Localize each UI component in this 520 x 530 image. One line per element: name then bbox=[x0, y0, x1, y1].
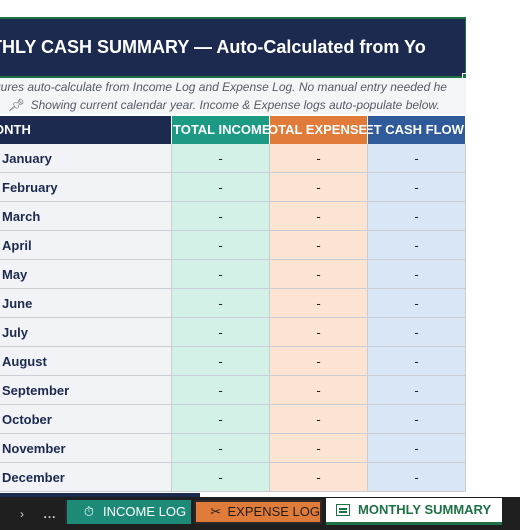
income-cell[interactable]: - bbox=[172, 260, 270, 289]
net-cell[interactable]: - bbox=[368, 347, 466, 376]
table-row: June - - - bbox=[0, 289, 466, 318]
expense-cell[interactable]: - bbox=[270, 231, 368, 260]
income-cell[interactable]: - bbox=[172, 144, 270, 173]
table-row: January - - - bbox=[0, 144, 466, 173]
income-cell[interactable]: - bbox=[172, 347, 270, 376]
expense-cell[interactable]: - bbox=[270, 434, 368, 463]
net-cell[interactable]: - bbox=[368, 260, 466, 289]
note-cell-2[interactable]: 📌︎ Showing current calendar year. Income… bbox=[0, 96, 466, 114]
tab-expense-label: EXPENSE LOG bbox=[227, 504, 320, 519]
month-cell[interactable]: August bbox=[0, 347, 172, 376]
month-rows: January - - - February - - - March - - - April - - -… bbox=[0, 144, 466, 492]
net-cell[interactable]: - bbox=[368, 318, 466, 347]
pin-icon: 📌︎ bbox=[8, 98, 24, 112]
note-text-1: gures auto-calculate from Income Log and… bbox=[0, 80, 447, 94]
header-total-expense[interactable]: OTAL EXPENSE bbox=[270, 116, 368, 144]
sheet-title-cell[interactable]: THLY CASH SUMMARY — Auto-Calculated from… bbox=[0, 17, 467, 78]
income-cell[interactable]: - bbox=[172, 405, 270, 434]
table-row: October - - - bbox=[0, 405, 466, 434]
right-blank-area bbox=[466, 0, 520, 497]
header-month[interactable]: ONTH bbox=[0, 116, 172, 144]
expense-cell[interactable]: - bbox=[270, 202, 368, 231]
month-cell[interactable]: November bbox=[0, 434, 172, 463]
expense-cell[interactable]: - bbox=[270, 260, 368, 289]
expense-cell[interactable]: - bbox=[270, 318, 368, 347]
tab-expense-log[interactable]: ✂︎ EXPENSE LOG bbox=[194, 500, 322, 524]
header-expense-label: OTAL EXPENSE bbox=[270, 122, 368, 137]
tab-income-label: INCOME LOG bbox=[103, 504, 187, 519]
spreadsheet-grid: THLY CASH SUMMARY — Auto-Calculated from… bbox=[0, 0, 520, 497]
month-cell[interactable]: July bbox=[0, 318, 172, 347]
table-row: April - - - bbox=[0, 231, 466, 260]
expense-cell[interactable]: - bbox=[270, 463, 368, 492]
income-cell[interactable]: - bbox=[172, 289, 270, 318]
header-net-cash-flow[interactable]: ET CASH FLOW bbox=[368, 116, 466, 144]
income-cell[interactable]: - bbox=[172, 173, 270, 202]
net-cell[interactable]: - bbox=[368, 231, 466, 260]
income-cell[interactable]: - bbox=[172, 318, 270, 347]
note-text-2: Showing current calendar year. Income & … bbox=[30, 98, 440, 112]
table-row: August - - - bbox=[0, 347, 466, 376]
expense-cell[interactable]: - bbox=[270, 144, 368, 173]
month-cell[interactable]: March bbox=[0, 202, 172, 231]
income-cell[interactable]: - bbox=[172, 376, 270, 405]
expense-cell[interactable]: - bbox=[270, 347, 368, 376]
month-cell[interactable]: December bbox=[0, 463, 172, 492]
table-row: November - - - bbox=[0, 434, 466, 463]
month-cell[interactable]: June bbox=[0, 289, 172, 318]
net-cell[interactable]: - bbox=[368, 434, 466, 463]
net-cell[interactable]: - bbox=[368, 173, 466, 202]
table-row: March - - - bbox=[0, 202, 466, 231]
receipt-icon: ✂︎ bbox=[210, 504, 222, 519]
sheet-title: THLY CASH SUMMARY — Auto-Calculated from… bbox=[0, 37, 426, 57]
net-cell[interactable]: - bbox=[368, 376, 466, 405]
table-row: February - - - bbox=[0, 173, 466, 202]
table-row: May - - - bbox=[0, 260, 466, 289]
tab-monthly-label: MONTHLY SUMMARY bbox=[358, 502, 492, 517]
stopwatch-icon: ⏱︎ bbox=[83, 504, 95, 519]
net-cell[interactable]: - bbox=[368, 289, 466, 318]
month-cell[interactable]: January bbox=[0, 144, 172, 173]
table-row: September - - - bbox=[0, 376, 466, 405]
month-cell[interactable]: September bbox=[0, 376, 172, 405]
next-row-dark-cell bbox=[0, 493, 200, 497]
income-cell[interactable]: - bbox=[172, 434, 270, 463]
table-row: July - - - bbox=[0, 318, 466, 347]
header-month-label: ONTH bbox=[0, 122, 31, 137]
net-cell[interactable]: - bbox=[368, 144, 466, 173]
net-cell[interactable]: - bbox=[368, 202, 466, 231]
net-cell[interactable]: - bbox=[368, 405, 466, 434]
income-cell[interactable]: - bbox=[172, 202, 270, 231]
expense-cell[interactable]: - bbox=[270, 173, 368, 202]
note-cell-1[interactable]: gures auto-calculate from Income Log and… bbox=[0, 78, 466, 96]
header-net-label: ET CASH FLOW bbox=[368, 122, 464, 137]
tab-income-log[interactable]: ⏱︎ INCOME LOG bbox=[65, 500, 191, 524]
header-total-income[interactable]: TOTAL INCOME bbox=[172, 116, 270, 144]
month-cell[interactable]: October bbox=[0, 405, 172, 434]
month-cell[interactable]: April bbox=[0, 231, 172, 260]
tab-monthly-summary[interactable]: MONTHLY SUMMARY bbox=[326, 498, 502, 525]
chevron-right-icon[interactable]: › bbox=[20, 507, 24, 521]
more-tabs-button[interactable]: ... bbox=[43, 507, 57, 521]
sheet-tab-bar: › ... ⏱︎ INCOME LOG ✂︎ EXPENSE LOG MONTH… bbox=[0, 497, 520, 530]
month-cell[interactable]: May bbox=[0, 260, 172, 289]
expense-cell[interactable]: - bbox=[270, 405, 368, 434]
header-income-label: TOTAL INCOME bbox=[173, 122, 270, 137]
sheet-icon bbox=[336, 504, 350, 516]
month-cell[interactable]: February bbox=[0, 173, 172, 202]
income-cell[interactable]: - bbox=[172, 231, 270, 260]
expense-cell[interactable]: - bbox=[270, 376, 368, 405]
table-row: December - - - bbox=[0, 463, 466, 492]
income-cell[interactable]: - bbox=[172, 463, 270, 492]
net-cell[interactable]: - bbox=[368, 463, 466, 492]
next-row-peek bbox=[0, 493, 466, 497]
expense-cell[interactable]: - bbox=[270, 289, 368, 318]
